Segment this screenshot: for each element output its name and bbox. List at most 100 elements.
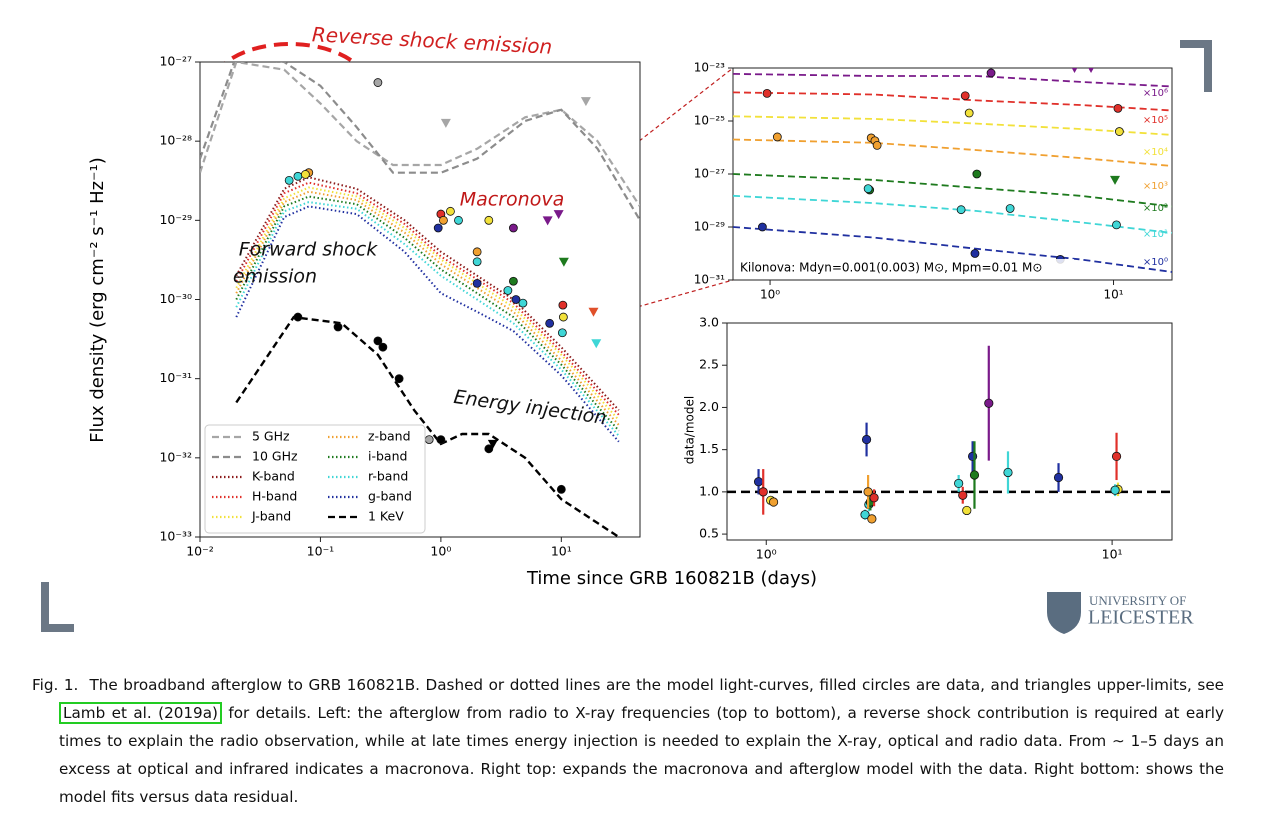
data-point <box>970 249 980 258</box>
legend-label: K-band <box>252 469 295 484</box>
data-point <box>964 108 974 118</box>
series-line <box>733 73 1172 88</box>
data-point <box>986 68 996 78</box>
x-tick-label: 10¹ <box>551 544 572 559</box>
scale-factor-label: ×10⁵ <box>1143 115 1168 126</box>
data-point <box>758 222 767 232</box>
y-tick-label: 10⁻²⁸ <box>159 133 192 148</box>
data-point <box>511 295 521 304</box>
data-point <box>378 342 388 352</box>
data-point <box>293 312 303 322</box>
data-point <box>962 505 972 516</box>
series-line <box>733 115 1172 136</box>
data-point <box>867 514 877 524</box>
scale-factor-label: ×10⁶ <box>1143 88 1168 99</box>
series-line <box>733 226 1172 273</box>
data-point <box>556 484 566 494</box>
corner-bracket <box>41 582 74 632</box>
data-point <box>768 497 779 507</box>
upper-limit <box>1088 68 1094 73</box>
plot-area <box>732 67 1173 281</box>
data-point <box>1114 127 1124 136</box>
kilonova-note: Kilonova: Mdyn=0.001(0.003) M⊙, Mpm=0.01… <box>740 261 1042 275</box>
data-point <box>1112 220 1121 230</box>
data-point <box>860 510 870 520</box>
data-point <box>508 276 518 286</box>
series-line <box>235 176 620 411</box>
y-tick-label: 10⁻²⁹ <box>159 212 192 227</box>
series-line <box>235 190 620 426</box>
data-point <box>969 470 980 480</box>
figure: UNIVERSITY OF LEICESTER 10⁻² 10⁻¹ 10⁰ 10¹10… <box>41 22 1212 634</box>
data-point <box>439 215 448 225</box>
data-point <box>863 184 873 194</box>
series-line <box>733 194 1172 234</box>
axes: 10⁰ 10¹ 10⁻³¹ 10⁻²⁹ 10⁻²⁷ 10⁻²⁵ 10⁻²³ ×10⁶ ×10⁵ ×… <box>694 61 1173 302</box>
legend-label: r-band <box>368 469 408 484</box>
y-tick-label: 3.0 <box>699 315 719 330</box>
y-tick-label: 10⁻²⁵ <box>694 114 725 128</box>
legend-label: g-band <box>368 489 412 504</box>
data-point <box>861 434 872 445</box>
plot-content <box>200 62 640 537</box>
y-tick-label: 2.0 <box>699 399 719 414</box>
series-line <box>235 201 620 437</box>
x-axis-label: Time since GRB 160821B (days) <box>526 568 817 589</box>
series-line <box>733 138 1172 167</box>
logo-shield <box>1047 592 1081 634</box>
data-point <box>300 170 310 179</box>
citation-link[interactable]: Lamb et al. (2019a) <box>59 702 222 724</box>
annotation: Reverse shock emission <box>311 22 553 59</box>
y-tick-label: 10⁻²³ <box>694 61 725 75</box>
legend-label: z-band <box>368 429 411 444</box>
data-point <box>984 398 994 408</box>
series-line <box>200 62 640 221</box>
upper-limit <box>553 210 564 220</box>
data-point <box>758 487 768 497</box>
data-point <box>972 169 982 179</box>
data-point <box>772 132 782 142</box>
series-line <box>235 205 620 443</box>
data-point <box>373 336 383 346</box>
scale-factor-label: ×10² <box>1143 203 1168 214</box>
annotation: Forward shock <box>239 239 378 261</box>
data-point <box>433 223 443 233</box>
y-tick-label: 10⁻³² <box>159 449 192 464</box>
data-point <box>518 298 528 308</box>
scale-factor-label: ×10³ <box>1143 181 1168 192</box>
x-tick-label: 10⁰ <box>756 547 777 562</box>
scale-factor-label: ×10⁴ <box>1143 147 1168 158</box>
x-tick-label: 10⁻² <box>186 544 214 559</box>
caption-label: Fig. 1. <box>32 676 79 694</box>
y-tick-label: 10⁻³¹ <box>694 273 725 287</box>
x-tick-label: 10¹ <box>1102 547 1123 562</box>
data-point <box>472 247 482 257</box>
y-tick-label: 10⁻³⁰ <box>159 291 192 306</box>
legend-label: 10 GHz <box>252 449 298 464</box>
data-point <box>1113 103 1123 113</box>
data-point <box>1003 467 1013 478</box>
data-point <box>1005 204 1015 213</box>
y-axis-label: data/model <box>683 396 697 464</box>
data-point <box>960 91 970 101</box>
data-point <box>503 286 513 295</box>
data-point <box>446 206 455 216</box>
axes: 10⁻² 10⁻¹ 10⁰ 10¹ 10⁻³³ 10⁻³² 10⁻³¹ 10⁻³⁰ 10⁻²⁹ 1… <box>87 22 817 589</box>
legend-label: J-band <box>251 509 291 524</box>
data-point <box>1110 485 1120 495</box>
data-point <box>558 312 568 322</box>
y-tick-label: 1.5 <box>699 441 719 456</box>
data-point <box>753 477 764 487</box>
upper-limit <box>487 439 498 449</box>
caption-text: for details. Left: the afterglow from ra… <box>59 704 1225 806</box>
y-tick-label: 10⁻²⁷ <box>694 167 725 181</box>
data-point <box>1111 451 1122 462</box>
y-axis-label: Flux density (erg cm⁻² s⁻¹ Hz⁻¹) <box>87 157 108 443</box>
scale-factor-label: ×10¹ <box>1143 229 1168 240</box>
legend-label: 5 GHz <box>252 429 290 444</box>
data-point <box>956 205 966 215</box>
caption: Fig. 1. The broadband afterglow to GRB 1… <box>32 671 1224 811</box>
data-point <box>545 318 555 328</box>
data-point <box>333 322 343 332</box>
